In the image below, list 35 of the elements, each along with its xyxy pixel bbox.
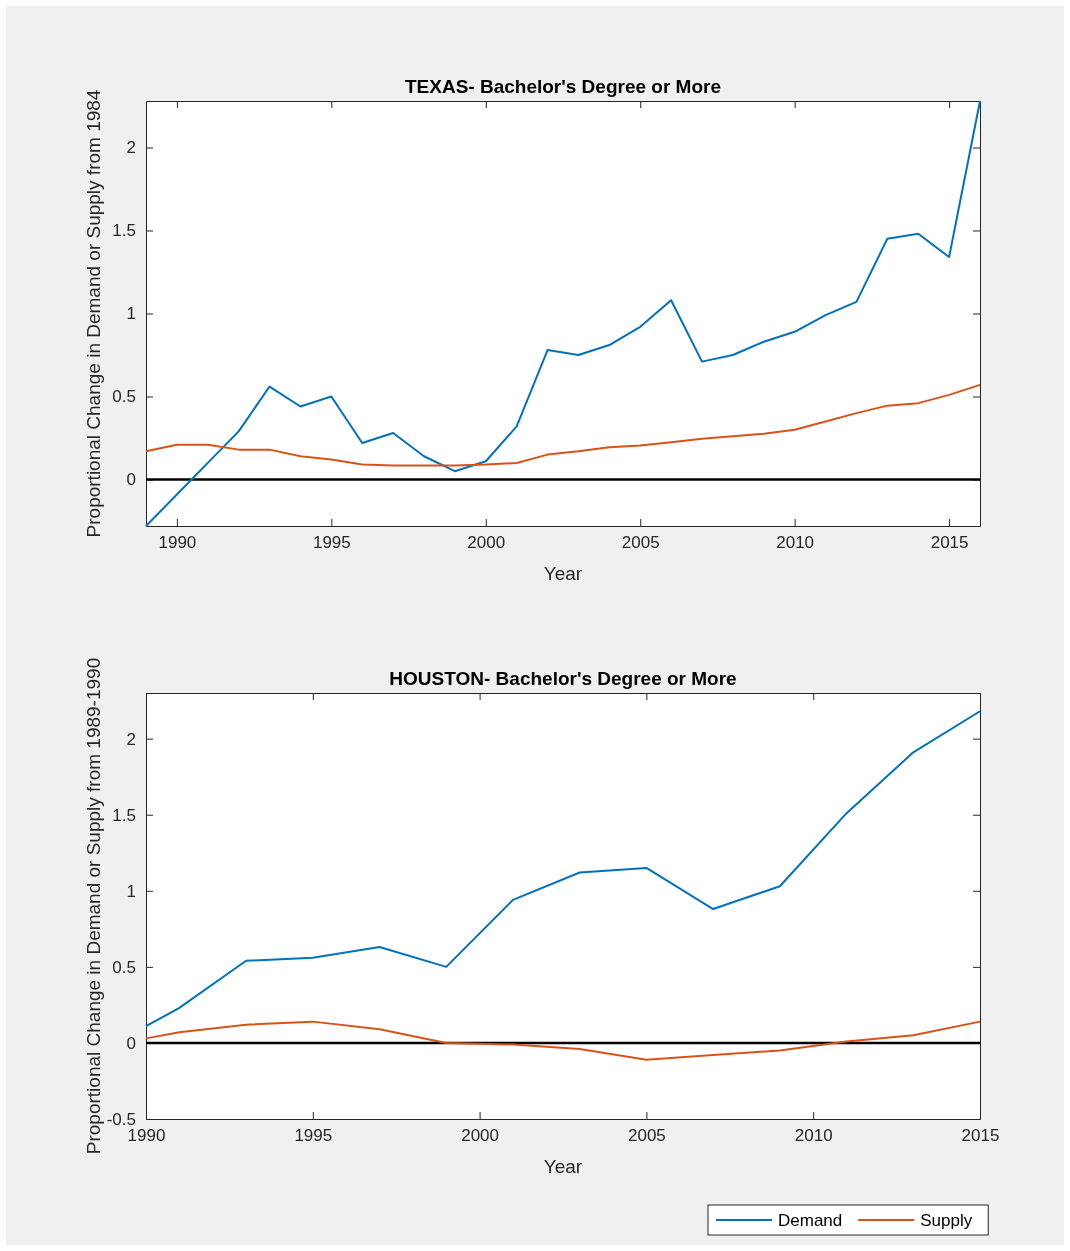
y-tick-label: 1 [126, 304, 136, 324]
y-tick-label: 2 [126, 729, 136, 749]
x-axis-title: Year [543, 563, 583, 584]
y-tick-label: 0.5 [112, 387, 136, 407]
y-tick-label: -0.5 [106, 1109, 136, 1129]
y-tick-label: 1.5 [112, 805, 136, 825]
x-tick-label: 2005 [621, 533, 660, 553]
y-tick-label: 1.5 [112, 221, 136, 241]
line-series [145, 1020, 981, 1061]
legend-label: Demand [778, 1211, 843, 1230]
x-tick-label: 1990 [158, 533, 197, 553]
y-tick-label: 0 [126, 470, 136, 490]
line-series [145, 100, 981, 527]
x-tick-label: 1995 [294, 1126, 333, 1146]
y-tick-label: 1 [126, 881, 136, 901]
line-series [145, 710, 981, 1028]
chart-title: TEXAS- Bachelor's Degree or More [405, 76, 721, 97]
y-axis-title: Proportional Change in Demand or Supply from 1989-1990 [83, 657, 104, 1155]
x-tick-label: 2000 [467, 533, 506, 553]
x-tick-label: 2000 [461, 1126, 500, 1146]
legend-label: Supply [920, 1211, 973, 1230]
x-tick-label: 2015 [930, 533, 969, 553]
x-tick-label: 2010 [794, 1126, 833, 1146]
y-axis-title: Proportional Change in Demand or Supply from 1984 [83, 89, 104, 538]
y-tick-label: 0 [126, 1033, 136, 1053]
y-tick-label: 0.5 [112, 957, 136, 977]
chart-title: HOUSTON- Bachelor's Degree or More [389, 668, 737, 689]
x-tick-label: 1990 [127, 1126, 166, 1146]
x-tick-label: 2010 [776, 533, 815, 553]
x-axis-title: Year [543, 1156, 583, 1177]
x-tick-label: 1995 [312, 533, 351, 553]
line-series [145, 383, 981, 467]
x-tick-label: 2015 [961, 1126, 1000, 1146]
y-tick-label: 2 [126, 138, 136, 158]
x-tick-label: 2005 [627, 1126, 666, 1146]
